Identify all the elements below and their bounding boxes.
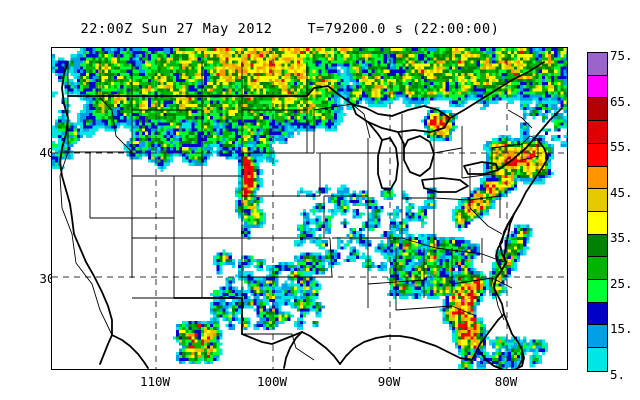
colorbar-band-20 <box>588 301 607 326</box>
colorbar-band-30 <box>588 256 607 281</box>
colorbar-band-75 <box>588 53 607 76</box>
colorbar-label-45: 45. <box>610 185 633 200</box>
colorbar-label-5: 5. <box>610 367 626 382</box>
map-plot-area <box>51 47 568 370</box>
map-canvas <box>52 48 567 369</box>
colorbar-label-25: 25. <box>610 276 633 291</box>
colorbar-band-15 <box>588 324 607 349</box>
figure-title: 22:00Z Sun 27 May 2012 T=79200.0 s (22:0… <box>80 21 500 37</box>
colorbar-label-55: 55. <box>610 139 633 154</box>
colorbar-band-65 <box>588 97 607 122</box>
map-vector-layer <box>52 48 567 369</box>
reflectivity-echoes <box>52 48 567 369</box>
colorbar-band-40 <box>588 210 607 235</box>
colorbar-label-65: 65. <box>610 94 633 109</box>
state-boundaries <box>59 62 541 361</box>
colorbar-band-60 <box>588 120 607 144</box>
coastline-and-borders <box>59 61 563 369</box>
colorbar-tick-labels: 75. 65. 55. 45. 35. 25. 15. 5. <box>610 45 640 385</box>
colorbar-label-35: 35. <box>610 230 633 245</box>
colorbar-band-35 <box>588 233 607 258</box>
colorbar-band-50 <box>588 165 607 190</box>
x-axis-label-110w: 110W <box>139 374 171 389</box>
x-axis-label-90w: 90W <box>377 374 401 389</box>
colorbar-band-45 <box>588 188 607 212</box>
x-axis-label-80w: 80W <box>494 374 518 389</box>
colorbar-band-70 <box>588 74 607 99</box>
colorbar-label-75: 75. <box>610 48 633 63</box>
x-axis-label-100w: 100W <box>256 374 288 389</box>
colorbar <box>587 52 608 372</box>
colorbar-band-10 <box>588 347 607 371</box>
colorbar-band-25 <box>588 279 607 303</box>
colorbar-band-55 <box>588 142 607 167</box>
colorbar-label-15: 15. <box>610 321 633 336</box>
